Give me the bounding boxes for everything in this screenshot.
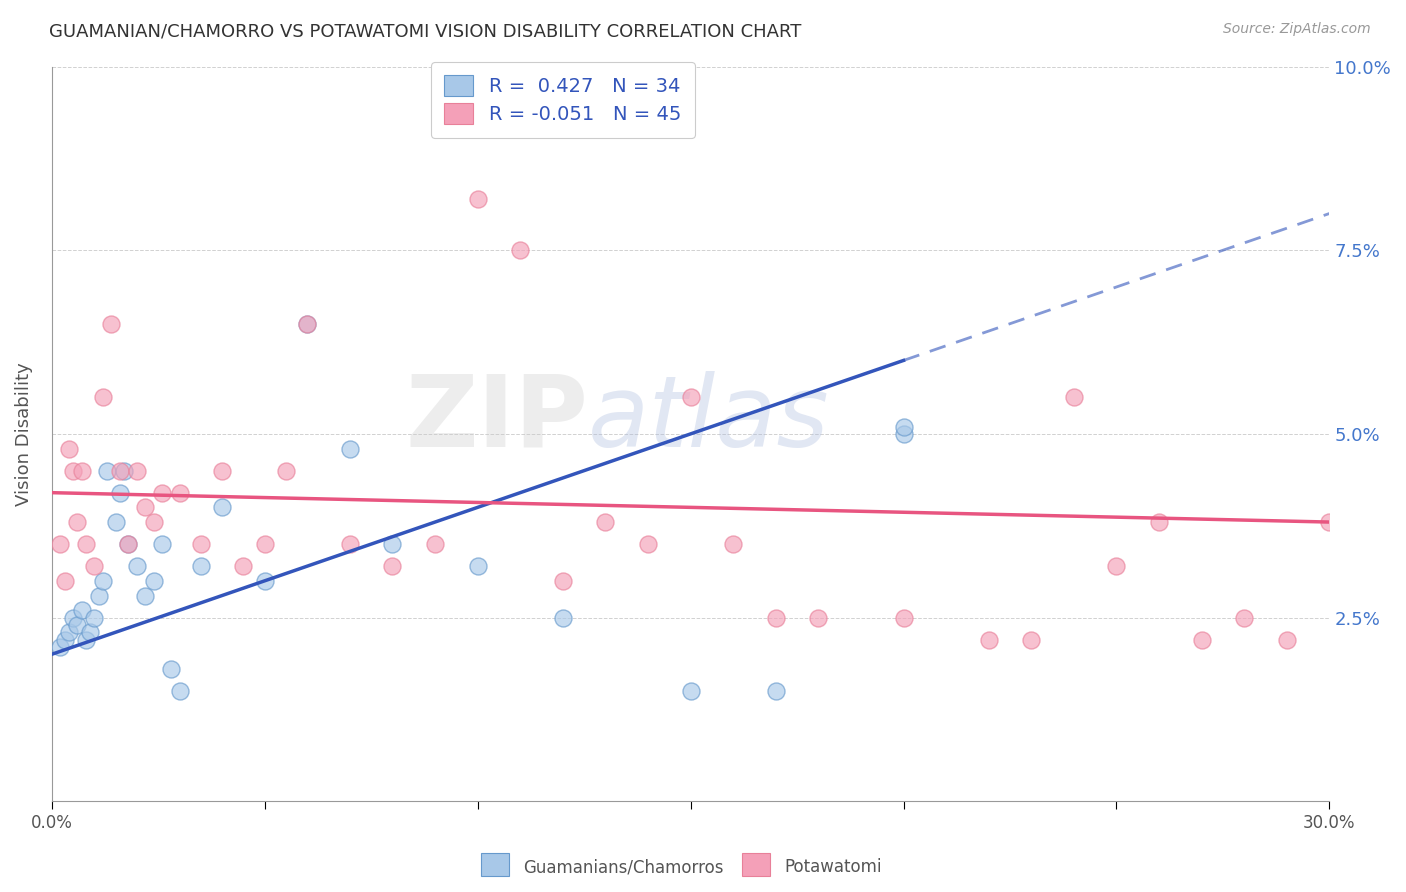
Point	[75, 632, 97, 647]
Point	[509, 244, 531, 258]
Point	[169, 684, 191, 698]
Point	[679, 684, 702, 698]
Point	[381, 537, 404, 551]
Text: Source: ZipAtlas.com: Source: ZipAtlas.com	[1223, 22, 1371, 37]
Point	[765, 610, 787, 624]
Point	[190, 559, 212, 574]
Point	[108, 485, 131, 500]
Point	[117, 537, 139, 551]
Text: Guamanians/Chamorros: Guamanians/Chamorros	[523, 858, 724, 876]
Point	[1275, 632, 1298, 647]
Point	[1147, 515, 1170, 529]
Y-axis label: Vision Disability: Vision Disability	[15, 362, 32, 506]
Point	[112, 464, 135, 478]
Text: atlas: atlas	[588, 371, 830, 467]
Point	[595, 515, 617, 529]
Point	[253, 574, 276, 588]
Point	[190, 537, 212, 551]
Point	[70, 603, 93, 617]
Point	[893, 610, 915, 624]
Point	[70, 464, 93, 478]
Point	[53, 632, 76, 647]
Point	[83, 610, 105, 624]
Point	[551, 610, 574, 624]
Point	[637, 537, 659, 551]
Text: GUAMANIAN/CHAMORRO VS POTAWATOMI VISION DISABILITY CORRELATION CHART: GUAMANIAN/CHAMORRO VS POTAWATOMI VISION …	[49, 22, 801, 40]
Point	[381, 559, 404, 574]
Point	[91, 390, 114, 404]
Point	[1063, 390, 1085, 404]
Point	[143, 515, 166, 529]
Point	[58, 442, 80, 456]
Point	[467, 559, 489, 574]
Point	[211, 464, 233, 478]
Point	[87, 589, 110, 603]
Point	[1191, 632, 1213, 647]
Point	[108, 464, 131, 478]
Point	[339, 537, 361, 551]
Point	[75, 537, 97, 551]
Point	[125, 464, 148, 478]
Point	[62, 610, 84, 624]
Point	[58, 625, 80, 640]
Point	[721, 537, 744, 551]
Point	[66, 515, 89, 529]
Legend: R =  0.427   N = 34, R = -0.051   N = 45: R = 0.427 N = 34, R = -0.051 N = 45	[430, 62, 695, 138]
Point	[49, 640, 72, 654]
Point	[232, 559, 254, 574]
Point	[117, 537, 139, 551]
Point	[134, 589, 156, 603]
Point	[83, 559, 105, 574]
Point	[53, 574, 76, 588]
Point	[297, 317, 319, 331]
Point	[49, 537, 72, 551]
Point	[977, 632, 1000, 647]
Point	[169, 485, 191, 500]
Point	[679, 390, 702, 404]
Point	[104, 515, 127, 529]
Point	[467, 192, 489, 206]
Point	[1319, 515, 1341, 529]
Point	[765, 684, 787, 698]
Point	[160, 662, 183, 676]
Point	[893, 426, 915, 441]
Point	[1233, 610, 1256, 624]
Point	[1105, 559, 1128, 574]
Point	[91, 574, 114, 588]
Point	[143, 574, 166, 588]
Text: Potawatomi: Potawatomi	[785, 858, 882, 876]
Point	[274, 464, 297, 478]
Point	[339, 442, 361, 456]
Point	[551, 574, 574, 588]
Point	[125, 559, 148, 574]
Point	[96, 464, 118, 478]
Point	[893, 419, 915, 434]
Point	[211, 500, 233, 515]
Point	[297, 317, 319, 331]
Point	[152, 485, 174, 500]
Point	[62, 464, 84, 478]
Text: ZIP: ZIP	[405, 371, 588, 467]
Point	[66, 618, 89, 632]
Point	[253, 537, 276, 551]
Point	[134, 500, 156, 515]
Point	[423, 537, 446, 551]
Point	[152, 537, 174, 551]
Point	[100, 317, 122, 331]
Point	[79, 625, 101, 640]
Point	[807, 610, 830, 624]
Point	[1019, 632, 1042, 647]
